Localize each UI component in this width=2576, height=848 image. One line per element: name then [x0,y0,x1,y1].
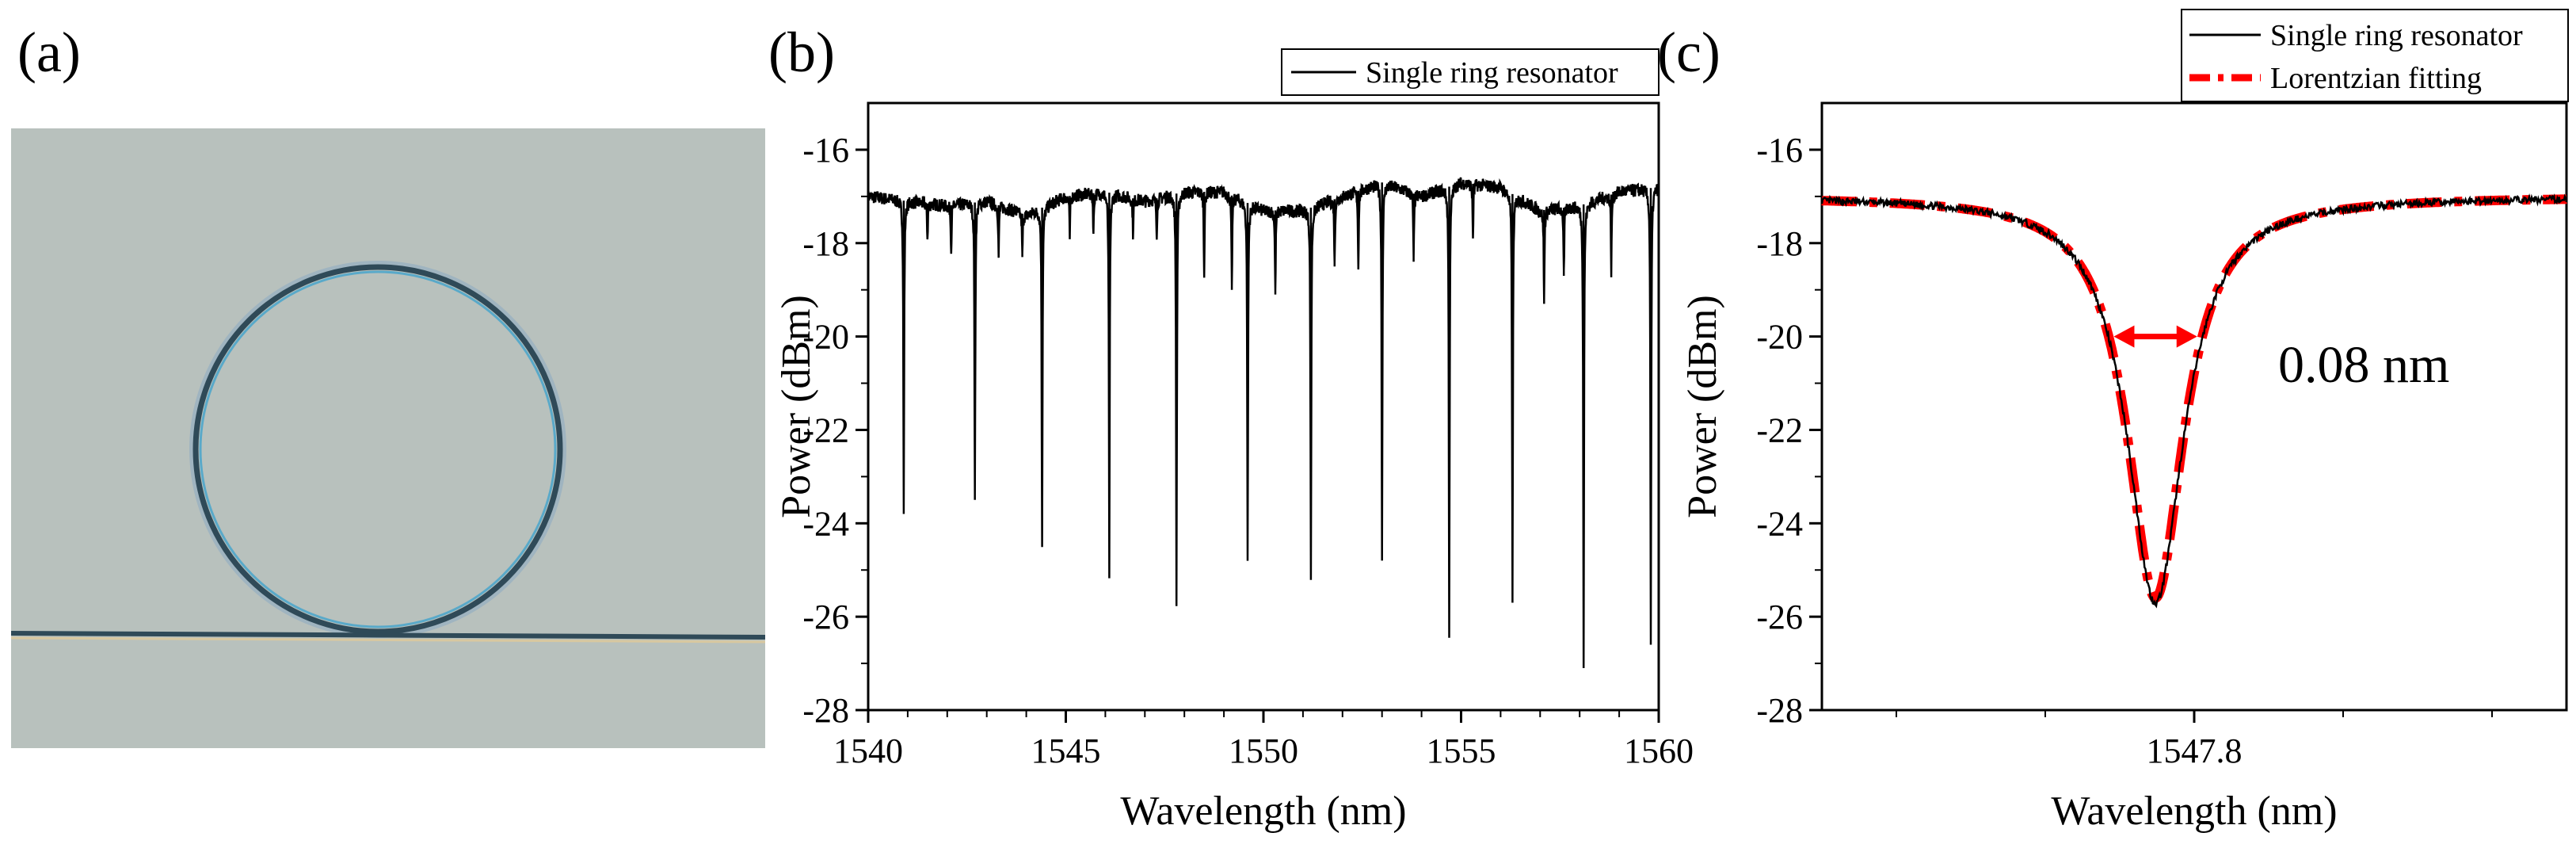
chart-b-x-tick-label: 1555 [1427,731,1496,770]
chart-b-y-tick-label: -16 [802,131,849,170]
ring-waveguide [192,264,563,635]
chart-b-y-ticks: -28 -26 -24 -22 -20 -18 -16 [802,131,868,730]
chart-b-y-axis-title: Power (dBm) [774,295,819,518]
chart-c-y-tick-label: -16 [1756,131,1803,170]
chart-c-x-axis-title: Wavelength (nm) [2051,789,2337,834]
fwhm-arrow-right-head [2176,325,2197,348]
chart-b-x-tick-label: 1550 [1229,731,1298,770]
chart-c-series-lorentzian-fit [1821,194,2567,603]
micrograph-panel [10,128,766,748]
chart-b-y-tick-label: -20 [802,318,849,357]
chart-c-series-single-ring [1820,193,2568,609]
chart-c-x-ticks: 1547.8 [1896,710,2493,770]
chart-c-y-tick-label: -20 [1756,318,1803,357]
chart-b-x-tick-label: 1560 [1624,731,1694,770]
panel-label-c: (c) [1657,21,1721,84]
panel-label-b: (b) [768,21,835,84]
chart-b-y-tick-label: -18 [802,224,849,263]
micrograph-shading [11,128,765,748]
micrograph-background [11,128,765,748]
spectrum-chart-b: -28-26-24-22-20-18-16 1540 1545 1550 1555 15… [774,48,1694,834]
ring-inner-highlight [199,270,557,628]
chart-b-x-ticks: 1540 1545 1550 1555 1560 [833,710,1694,770]
chart-b-x-axis-title: Wavelength (nm) [1120,789,1406,834]
chart-c-y-ticks: -28 -26 -24 -22 -20 -18 -16 [1756,131,1822,730]
fwhm-arrow-left-head [2113,325,2135,348]
chart-b-plot-frame [867,101,1660,712]
spectrum-chart-c: -28 -26 -24 -22 -20 -18 -16 1547.8 0.08 nm Wav… [1680,9,2569,834]
chart-c-y-axis-title: Power (dBm) [1680,295,1725,518]
chart-b-y-tick-label: -28 [802,691,849,730]
chart-c-y-tick-label: -22 [1756,411,1803,449]
chart-c-y-tick-label: -26 [1756,598,1803,636]
bus-waveguide [10,631,766,640]
chart-b-x-tick-label: 1540 [833,731,903,770]
chart-b-y-tick-label: -26 [802,598,849,636]
chart-b-legend-label: Single ring resonator [1366,56,1618,90]
chart-c-legend-label-single-ring: Single ring resonator [2270,19,2523,52]
chart-b-y-tick-label: -22 [802,411,849,449]
chart-c-plot-frame [1820,101,2568,712]
fwhm-annotation: 0.08 nm [2278,336,2449,394]
chart-c-legend: Single ring resonator Lorentzian fitting [2181,9,2569,102]
chart-c-legend-box [2181,9,2569,102]
chart-b-series-single-ring [867,177,1660,668]
fwhm-arrow [2113,325,2197,348]
chart-c-y-tick-label: -28 [1756,691,1803,730]
chart-c-x-tick-label: 1547.8 [2147,731,2243,770]
chart-b-x-tick-label: 1545 [1031,731,1101,770]
bus-waveguide-highlight [10,636,766,644]
chart-b-y-tick-label: -24 [802,504,849,543]
chart-c-y-tick-label: -18 [1756,224,1803,263]
chart-b-legend: Single ring resonator [1281,48,1660,96]
panel-label-a: (a) [17,21,81,84]
chart-c-y-tick-label: -24 [1756,504,1803,543]
chart-c-legend-label-fit: Lorentzian fitting [2270,62,2482,95]
